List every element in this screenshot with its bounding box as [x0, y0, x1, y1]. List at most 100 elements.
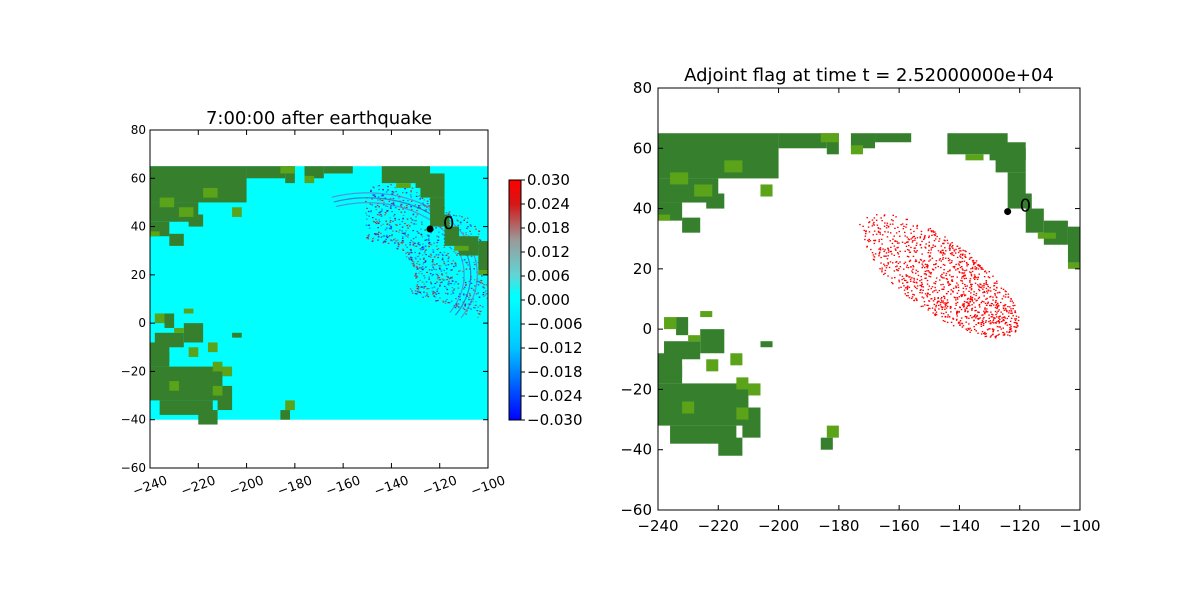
wave-cell — [439, 285, 441, 287]
wave-cell — [425, 254, 427, 256]
flag-cell — [960, 250, 962, 252]
flag-cell — [926, 279, 929, 282]
flag-cell — [920, 233, 923, 235]
flag-cell — [942, 313, 945, 315]
wave-cell — [370, 190, 372, 192]
flag-cell — [959, 255, 961, 257]
wave-cell — [380, 213, 382, 215]
flag-cell — [901, 241, 904, 243]
wave-cell — [428, 241, 431, 244]
flag-cell — [911, 296, 914, 298]
flag-cell — [987, 289, 990, 291]
flag-cell — [914, 251, 917, 253]
flag-cell — [987, 301, 989, 303]
flag-cell — [942, 288, 944, 290]
right-plot-area: 0 — [658, 133, 1080, 456]
wave-cell — [424, 239, 427, 241]
flag-cell — [943, 272, 945, 274]
flag-cell — [868, 240, 870, 243]
flag-cell — [973, 261, 975, 264]
flag-cell — [886, 222, 889, 224]
flag-cell — [965, 288, 967, 290]
flag-cell — [973, 314, 976, 317]
flag-cell — [987, 302, 989, 304]
flag-cell — [915, 251, 917, 253]
wave-cell — [389, 217, 391, 219]
flag-cell — [955, 248, 957, 251]
flag-cell — [939, 251, 942, 254]
flag-cell — [944, 302, 946, 304]
flag-cell — [936, 291, 939, 294]
wave-cell — [384, 214, 386, 216]
wave-cell — [431, 275, 433, 277]
flag-cell — [909, 251, 912, 253]
flag-cell — [1007, 296, 1009, 298]
wave-cell — [418, 253, 421, 255]
flag-cell — [937, 297, 939, 299]
flag-cell — [950, 252, 953, 254]
flag-cell — [948, 316, 951, 318]
wave-cell — [463, 308, 466, 311]
flag-cell — [994, 317, 996, 319]
flag-cell — [916, 227, 918, 229]
flag-cell — [961, 257, 964, 259]
wave-cell — [432, 249, 434, 251]
wave-cell — [382, 223, 384, 225]
flag-cell — [978, 264, 980, 266]
flag-cell — [969, 300, 972, 302]
flag-cell — [923, 236, 926, 238]
flag-cell — [937, 304, 940, 307]
flag-cell — [985, 280, 988, 282]
wave-cell — [407, 227, 409, 229]
wave-cell — [395, 230, 398, 232]
wave-cell — [424, 295, 427, 297]
land-cell — [478, 241, 488, 271]
wave-cell — [408, 253, 410, 255]
wave-cell — [470, 276, 473, 278]
flag-cell — [967, 327, 969, 330]
wave-cell — [441, 259, 444, 261]
flag-cell — [1001, 317, 1003, 319]
flag-cell — [927, 304, 929, 307]
flag-cell — [975, 276, 977, 279]
flag-cell — [929, 252, 932, 254]
wave-cell — [398, 218, 400, 221]
wave-cell — [417, 205, 420, 207]
wave-cell — [431, 269, 433, 271]
flag-cell — [936, 301, 939, 303]
wave-cell — [466, 227, 468, 229]
flag-cell — [897, 262, 900, 265]
flag-cell — [909, 278, 912, 280]
flag-cell — [926, 283, 929, 285]
wave-cell — [422, 296, 424, 298]
flag-cell — [935, 304, 937, 307]
flag-cell — [986, 308, 988, 310]
wave-cell — [456, 305, 458, 307]
land-cell — [682, 217, 701, 233]
flag-cell — [995, 299, 997, 302]
wave-cell — [422, 243, 424, 245]
colorbar-tick-label: 0.030 — [527, 171, 570, 189]
flag-cell — [899, 250, 901, 252]
flag-cell — [985, 333, 987, 335]
flag-cell — [1002, 305, 1005, 307]
wave-cell — [389, 221, 392, 223]
flag-cell — [928, 300, 931, 302]
wave-cell — [392, 193, 394, 195]
wave-cell — [467, 307, 470, 309]
wave-cell — [433, 286, 436, 288]
flag-cell — [868, 221, 870, 224]
wave-cell — [427, 293, 429, 296]
flag-cell — [887, 249, 890, 251]
flag-cell — [922, 305, 924, 307]
flag-cell — [990, 316, 992, 318]
wave-cell — [367, 210, 370, 213]
wave-cell — [470, 233, 473, 235]
flag-cell — [906, 287, 909, 289]
colorbar-tick-label: 0.024 — [527, 195, 570, 213]
land-cell — [875, 133, 912, 143]
flag-cell — [884, 231, 886, 233]
flag-cell — [936, 302, 938, 304]
land-edge-cell — [150, 231, 160, 237]
wave-cell — [372, 220, 375, 222]
